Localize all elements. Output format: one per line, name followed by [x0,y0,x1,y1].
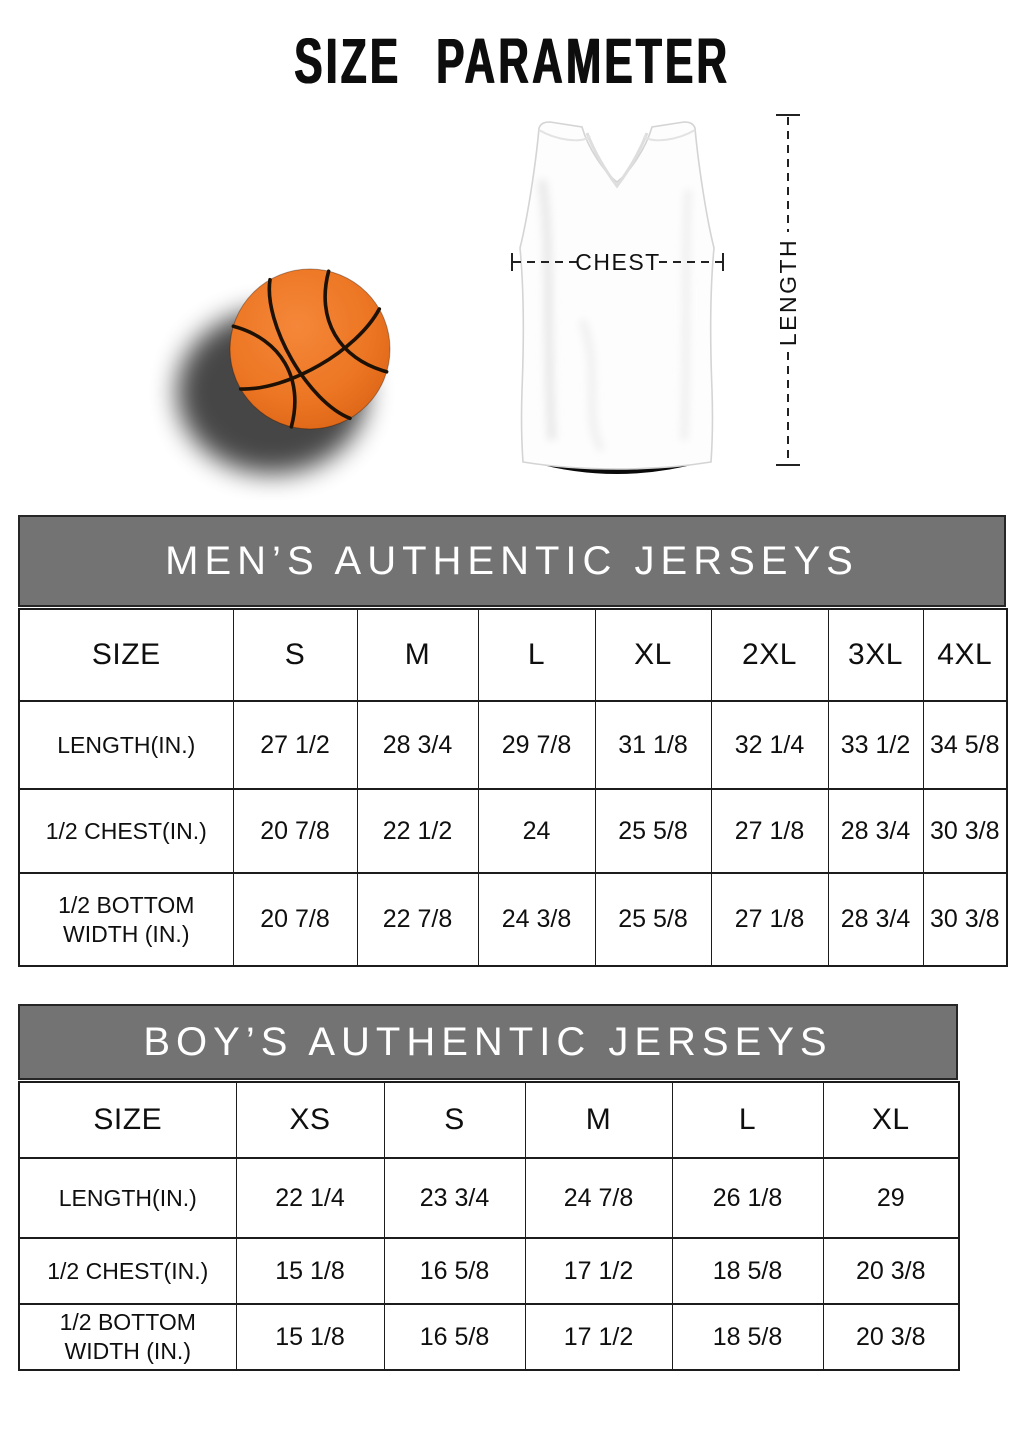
size-value: 32 1/4 [710,700,829,790]
size-diagram: CHEST LENGTH [177,114,801,474]
boys-half-bottom-width-row: 1/2 BOTTOM WIDTH (IN.) 15 1/8 16 5/8 17 … [18,1303,960,1371]
mens-size-table: SIZE S M L XL 2XL 3XL 4XL LENGTH(IN.) 27… [18,608,1008,967]
size-value: 33 1/2 [827,700,924,790]
page-title-text: SIZE PARAMETER [293,25,731,97]
mens-column-header-2xl: 2XL [710,608,829,702]
size-value: 17 1/2 [524,1237,673,1305]
size-value: 23 3/4 [383,1157,526,1239]
length-dimension-label: LENGTH [775,238,801,346]
mens-half-bottom-width-row: 1/2 BOTTOM WIDTH (IN.) 20 7/8 22 7/8 24 … [18,872,1008,967]
size-value: 20 7/8 [232,872,358,967]
mens-table-title-band: MEN’S AUTHENTIC JERSEYS [18,515,1006,607]
row-label: 1/2 CHEST(IN.) [18,788,234,874]
size-value: 30 3/8 [922,872,1008,967]
boys-half-chest-row: 1/2 CHEST(IN.) 15 1/8 16 5/8 17 1/2 18 5… [18,1237,960,1305]
basketball-image [177,268,391,474]
size-value: 28 3/4 [356,700,479,790]
size-value: 27 1/2 [232,700,358,790]
mens-size-section: MEN’S AUTHENTIC JERSEYS SIZE S M L XL 2X… [18,515,1008,967]
size-value: 24 3/8 [477,872,596,967]
size-value: 16 5/8 [383,1303,526,1371]
jersey-image [519,121,715,474]
row-label: 1/2 BOTTOM WIDTH (IN.) [18,1303,237,1371]
size-value: 18 5/8 [671,1303,824,1371]
boys-header-row: SIZE XS S M L XL [18,1081,960,1159]
boys-size-table: SIZE XS S M L XL LENGTH(IN.) 22 1/4 23 3… [18,1081,960,1371]
mens-size-header: SIZE [18,608,234,702]
size-value: 29 [822,1157,960,1239]
boys-column-header-xs: XS [235,1081,385,1159]
size-value: 22 1/2 [356,788,479,874]
mens-half-chest-row: 1/2 CHEST(IN.) 20 7/8 22 1/2 24 25 5/8 2… [18,788,1008,874]
boys-table-title: BOY’S AUTHENTIC JERSEYS [143,1019,833,1064]
size-value: 28 3/4 [827,788,924,874]
size-value: 26 1/8 [671,1157,824,1239]
boys-size-header: SIZE [18,1081,237,1159]
row-label: 1/2 CHEST(IN.) [18,1237,237,1305]
mens-column-header-l: L [477,608,596,702]
size-value: 24 7/8 [524,1157,673,1239]
size-value: 24 [477,788,596,874]
boys-column-header-l: L [671,1081,824,1159]
size-value: 28 3/4 [827,872,924,967]
size-value: 29 7/8 [477,700,596,790]
size-value: 20 3/8 [822,1303,960,1371]
boys-table-title-band: BOY’S AUTHENTIC JERSEYS [18,1004,958,1080]
size-value: 31 1/8 [594,700,712,790]
page-title: SIZE PARAMETER [0,24,1024,98]
size-value: 20 7/8 [232,788,358,874]
mens-column-header-s: S [232,608,358,702]
mens-length-row: LENGTH(IN.) 27 1/2 28 3/4 29 7/8 31 1/8 … [18,700,1008,790]
mens-column-header-m: M [356,608,479,702]
mens-header-row: SIZE S M L XL 2XL 3XL 4XL [18,608,1008,702]
row-label: LENGTH(IN.) [18,1157,237,1239]
size-value: 15 1/8 [235,1303,385,1371]
size-value: 15 1/8 [235,1237,385,1305]
size-value: 30 3/8 [922,788,1008,874]
mens-table-title: MEN’S AUTHENTIC JERSEYS [165,538,859,583]
row-label: 1/2 BOTTOM WIDTH (IN.) [18,872,234,967]
size-value: 22 7/8 [356,872,479,967]
chest-dimension-label: CHEST [575,249,660,275]
size-value: 22 1/4 [235,1157,385,1239]
mens-column-header-4xl: 4XL [922,608,1008,702]
size-value: 25 5/8 [594,872,712,967]
length-dimension [776,114,800,466]
row-label: LENGTH(IN.) [18,700,234,790]
size-value: 27 1/8 [710,872,829,967]
boys-column-header-xl: XL [822,1081,960,1159]
boys-size-section: BOY’S AUTHENTIC JERSEYS SIZE XS S M L XL… [18,1004,960,1371]
boys-length-row: LENGTH(IN.) 22 1/4 23 3/4 24 7/8 26 1/8 … [18,1157,960,1239]
size-value: 20 3/8 [822,1237,960,1305]
size-value: 18 5/8 [671,1237,824,1305]
boys-column-header-s: S [383,1081,526,1159]
size-value: 27 1/8 [710,788,829,874]
mens-column-header-xl: XL [594,608,712,702]
size-value: 25 5/8 [594,788,712,874]
size-value: 16 5/8 [383,1237,526,1305]
boys-column-header-m: M [524,1081,673,1159]
chest-dimension [511,253,724,271]
size-value: 17 1/2 [524,1303,673,1371]
size-value: 34 5/8 [922,700,1008,790]
mens-column-header-3xl: 3XL [827,608,924,702]
